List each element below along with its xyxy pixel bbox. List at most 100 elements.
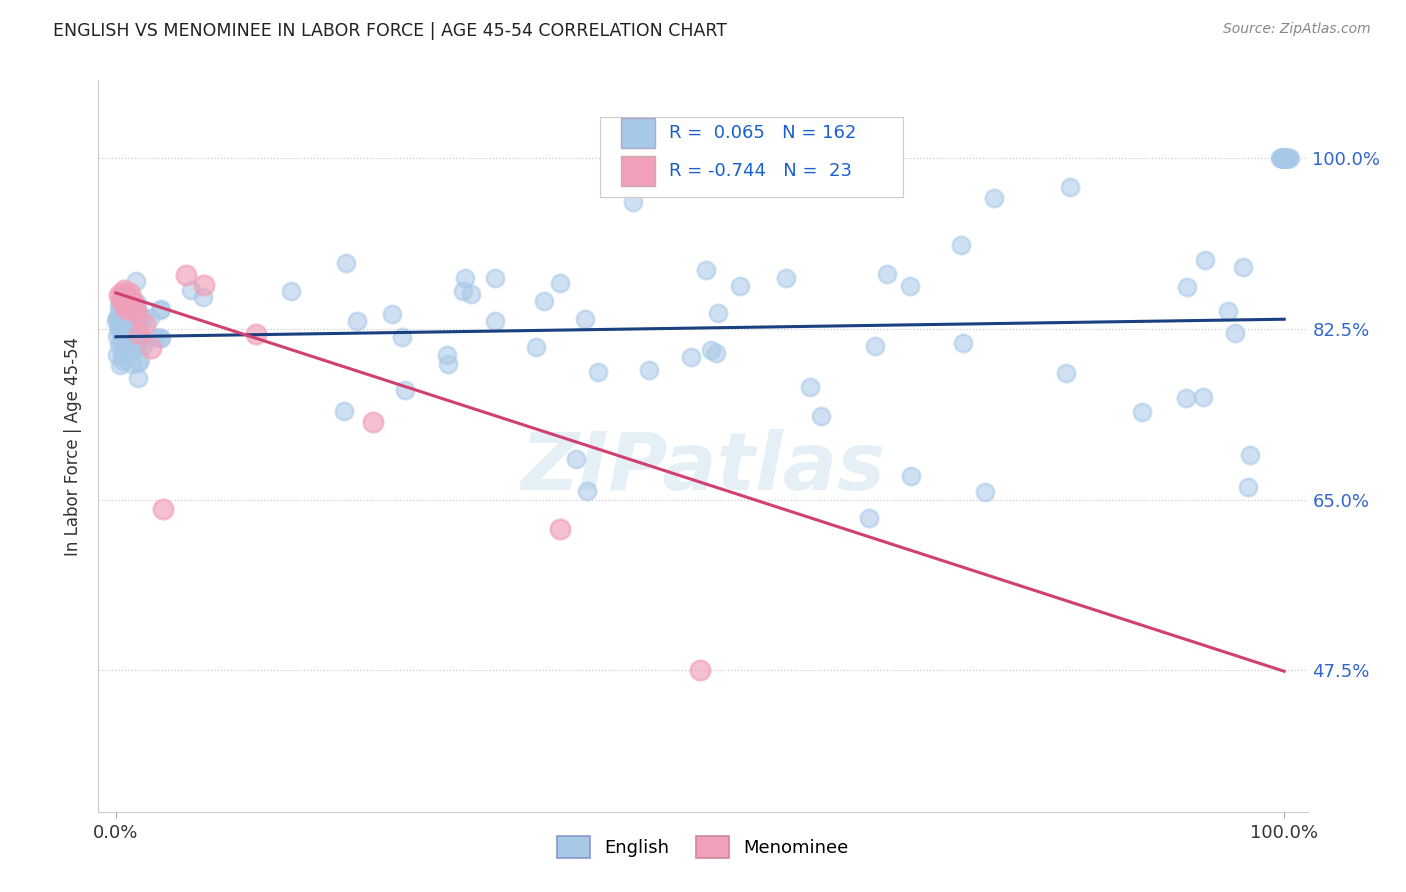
Point (112, 293, 135, 307)
Point (1274, 151, 1296, 165)
Point (1232, 260, 1254, 275)
Point (124, 296, 146, 310)
Point (122, 343, 145, 357)
Point (1272, 151, 1295, 165)
Point (1270, 151, 1292, 165)
Point (1059, 179, 1081, 194)
Point (105, 314, 128, 328)
Point (115, 324, 138, 338)
Point (105, 329, 128, 343)
Point (1274, 151, 1296, 165)
Point (1271, 151, 1294, 165)
Point (704, 345, 727, 359)
Point (112, 323, 135, 337)
Point (108, 297, 131, 311)
Point (637, 363, 659, 377)
Point (114, 306, 136, 320)
Point (112, 320, 135, 334)
Point (1271, 151, 1294, 165)
Point (949, 238, 972, 252)
Point (1218, 304, 1240, 318)
Point (484, 271, 506, 285)
Point (333, 404, 356, 418)
Point (484, 314, 506, 328)
Text: R =  0.065   N = 162: R = 0.065 N = 162 (669, 124, 856, 142)
Point (111, 349, 134, 363)
Point (1274, 151, 1296, 165)
Point (524, 340, 547, 354)
Point (533, 294, 555, 309)
Point (1272, 151, 1295, 165)
Point (121, 357, 143, 371)
Point (111, 346, 134, 360)
Point (138, 310, 160, 325)
Point (132, 310, 155, 324)
Point (810, 409, 832, 423)
Point (110, 310, 132, 324)
Point (1274, 151, 1296, 165)
Point (436, 348, 458, 362)
Point (114, 327, 136, 342)
Point (107, 319, 129, 334)
Point (679, 350, 702, 364)
Point (120, 320, 142, 334)
Point (108, 297, 131, 311)
Text: R = -0.744   N =  23: R = -0.744 N = 23 (669, 162, 852, 180)
Point (451, 284, 474, 298)
Point (149, 303, 172, 318)
Point (1054, 366, 1077, 380)
Point (118, 343, 141, 357)
Point (1194, 252, 1216, 267)
Point (245, 326, 267, 341)
Point (1239, 449, 1261, 463)
Point (180, 283, 202, 297)
Point (120, 297, 142, 311)
Point (1275, 151, 1298, 165)
Point (381, 307, 404, 321)
Point (125, 335, 148, 350)
Point (876, 268, 898, 282)
Point (574, 312, 596, 326)
Point (120, 307, 142, 321)
Point (108, 288, 131, 302)
Point (108, 313, 131, 327)
Point (695, 263, 717, 277)
Point (1278, 151, 1301, 165)
Point (863, 339, 886, 353)
Point (139, 342, 162, 356)
Point (548, 522, 571, 536)
Point (114, 297, 136, 311)
Point (150, 301, 173, 316)
Point (134, 317, 156, 331)
Point (576, 484, 599, 499)
Point (689, 663, 711, 677)
Point (124, 340, 146, 354)
Point (114, 298, 136, 312)
Point (108, 358, 131, 372)
Point (436, 357, 458, 371)
Point (118, 328, 141, 343)
Point (191, 290, 214, 304)
Point (114, 300, 136, 314)
Point (564, 451, 586, 466)
Point (621, 195, 644, 210)
FancyBboxPatch shape (600, 117, 903, 197)
Point (111, 290, 134, 304)
Point (125, 296, 148, 310)
Point (125, 307, 148, 321)
Point (128, 326, 150, 341)
Point (983, 192, 1005, 206)
Point (1223, 326, 1246, 340)
Point (125, 302, 148, 317)
Point (150, 331, 173, 345)
Point (121, 316, 143, 330)
Point (1275, 151, 1298, 165)
Text: ZIPatlas: ZIPatlas (520, 429, 886, 507)
Point (110, 326, 132, 341)
Point (1271, 151, 1294, 165)
Point (1272, 151, 1295, 165)
Point (1268, 151, 1291, 165)
Point (112, 310, 135, 325)
Point (174, 268, 197, 283)
Point (793, 161, 815, 175)
